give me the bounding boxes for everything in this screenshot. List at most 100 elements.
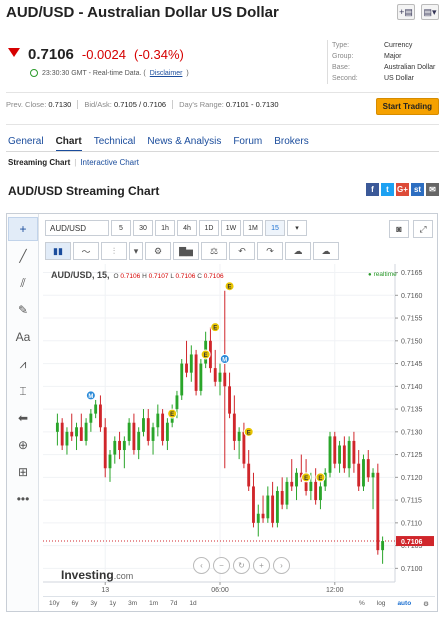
range-1m[interactable]: 1m [149, 600, 159, 607]
brush-tool-icon[interactable]: ✎ [17, 303, 29, 317]
auto-scale-toggle[interactable]: auto [397, 600, 412, 607]
candle-body [237, 431, 241, 441]
measure-tool-icon[interactable]: ⊞ [17, 465, 29, 479]
days-range-value: 0.7101 - 0.7130 [225, 100, 279, 109]
x-tick-label: 13 [101, 587, 109, 594]
candle-body [304, 477, 308, 491]
add-to-portfolio-icon[interactable]: +▤ [397, 4, 415, 20]
range-6y[interactable]: 6y [71, 600, 79, 607]
settings-gear-icon[interactable]: ⚙ [145, 242, 171, 260]
candlestick-chart[interactable]: 0.7165 0.7160 0.7155 0.7150 0.7145 0.7140 0.71… [43, 264, 435, 594]
zoom-in-icon[interactable]: + [253, 557, 270, 574]
reset-icon[interactable]: ↻ [233, 557, 250, 574]
event-marker-label: E [213, 326, 217, 332]
cloud-upload-icon[interactable]: ☁ [285, 242, 311, 260]
cloud-download-icon[interactable]: ☁ [313, 242, 339, 260]
timeframe-4h[interactable]: 4h [177, 220, 197, 236]
candle-body [161, 413, 165, 441]
info-value: US Dollar [384, 75, 414, 82]
range-7d[interactable]: 7d [170, 600, 178, 607]
email-icon[interactable]: ✉ [426, 183, 439, 196]
divider [6, 151, 439, 152]
trendline-tool-icon[interactable]: ╱ [19, 249, 27, 263]
redo-icon[interactable]: ↷ [257, 242, 283, 260]
twitter-icon[interactable]: t [381, 183, 394, 196]
data-time: 23:30:30 GMT - Real-time Data. ( [42, 69, 146, 77]
timeframe-1mo[interactable]: 1M [243, 220, 263, 236]
scale-settings-icon[interactable]: ⚙ [423, 600, 429, 608]
percent-scale-toggle[interactable]: % [358, 600, 365, 607]
subtab-streaming-chart[interactable]: Streaming Chart [8, 158, 71, 167]
current-price-label: 0.7106 [401, 539, 423, 546]
chart-nav: ‹ − ↻ + › [193, 557, 290, 574]
zoom-tool-icon[interactable]: ⊕ [17, 438, 29, 452]
start-trading-button[interactable]: Start Trading [375, 98, 439, 115]
symbol-input[interactable]: AUD/USD [45, 220, 109, 236]
stocktwits-icon[interactable]: st [411, 183, 424, 196]
price-plot[interactable]: 0.7165 0.7160 0.7155 0.7150 0.7145 0.7140 0.71… [43, 264, 435, 594]
tab-general[interactable]: General [8, 136, 44, 147]
ohlc-high: 0.7107 [148, 273, 169, 280]
line-chart-icon[interactable]: 〜 [73, 242, 99, 260]
text-tool-icon[interactable]: Aa [15, 330, 31, 344]
indicators-icon[interactable]: ▇▅ [173, 242, 199, 260]
range-3y[interactable]: 3y [90, 600, 98, 607]
scroll-left-icon[interactable]: ‹ [193, 557, 210, 574]
event-marker-label: E [204, 353, 208, 359]
range-1d[interactable]: 1d [189, 600, 197, 607]
more-tools-icon[interactable]: ••• [16, 492, 30, 506]
more-options-icon[interactable]: ▤▾ [421, 4, 439, 20]
compare-icon[interactable]: ⚖ [201, 242, 227, 260]
range-10y[interactable]: 10y [49, 600, 60, 607]
crosshair-tool-icon[interactable]: + [8, 217, 38, 241]
timeframe-1h[interactable]: 1h [155, 220, 175, 236]
prediction-tool-icon[interactable]: ⌶ [19, 383, 27, 398]
fullscreen-icon[interactable]: ⤢ [413, 220, 433, 238]
candle-body [285, 481, 289, 505]
scroll-right-icon[interactable]: › [273, 557, 290, 574]
x-tick-label: 06:00 [211, 587, 229, 594]
range-1y[interactable]: 1y [109, 600, 117, 607]
tab-brokers[interactable]: Brokers [274, 136, 309, 147]
y-tick-label: 0.7100 [401, 566, 423, 573]
timeframe-bar: AUD/USD 5 30 1h 4h 1D 1W 1M 15 ▾ [45, 220, 307, 236]
google-plus-icon[interactable]: G+ [396, 183, 409, 196]
timeframe-1w[interactable]: 1W [221, 220, 241, 236]
camera-icon[interactable]: ◙ [389, 220, 409, 238]
disclaimer-link[interactable]: Disclaimer [149, 69, 183, 77]
tab-technical[interactable]: Technical [93, 136, 136, 147]
tab-news-analysis[interactable]: News & Analysis [147, 136, 222, 147]
timeframe-30m[interactable]: 30 [133, 220, 153, 236]
bars-icon[interactable]: ⫶ [101, 242, 127, 260]
candle-body [252, 486, 255, 523]
logo-suffix: .com [113, 571, 134, 581]
timeframe-dropdown-icon[interactable]: ▾ [287, 220, 307, 236]
candle-body [366, 459, 370, 478]
candle-body [228, 386, 231, 414]
tab-chart[interactable]: Chart [55, 136, 82, 152]
undo-icon[interactable]: ↶ [229, 242, 255, 260]
timeframe-5m[interactable]: 5 [111, 220, 131, 236]
candle-body [185, 363, 188, 373]
candle-body [94, 404, 98, 414]
zoom-out-icon[interactable]: − [213, 557, 230, 574]
candles-icon[interactable]: ▮▮ [45, 242, 71, 260]
chart-type-dropdown-icon[interactable]: ▾ [129, 242, 143, 260]
fork-tool-icon[interactable]: ⫽ [20, 275, 26, 290]
log-scale-toggle[interactable]: log [376, 600, 386, 607]
bid-ask: Bid/Ask: 0.7105 / 0.7106 [77, 100, 172, 109]
candle-body [280, 490, 284, 505]
candle-body [323, 472, 327, 487]
facebook-icon[interactable]: f [366, 183, 379, 196]
candle-body [256, 513, 260, 523]
timeframe-15m[interactable]: 15 [265, 220, 285, 236]
pattern-tool-icon[interactable]: ⩘ [19, 356, 27, 371]
tab-forum[interactable]: Forum [233, 136, 263, 147]
timeframe-1d[interactable]: 1D [199, 220, 219, 236]
candle-body [218, 372, 222, 382]
candle-body [55, 422, 59, 432]
range-3m[interactable]: 3m [128, 600, 138, 607]
candle-body [156, 413, 160, 428]
subtab-interactive-chart[interactable]: Interactive Chart [80, 158, 140, 167]
arrow-tool-icon[interactable]: ⬅ [17, 411, 29, 425]
